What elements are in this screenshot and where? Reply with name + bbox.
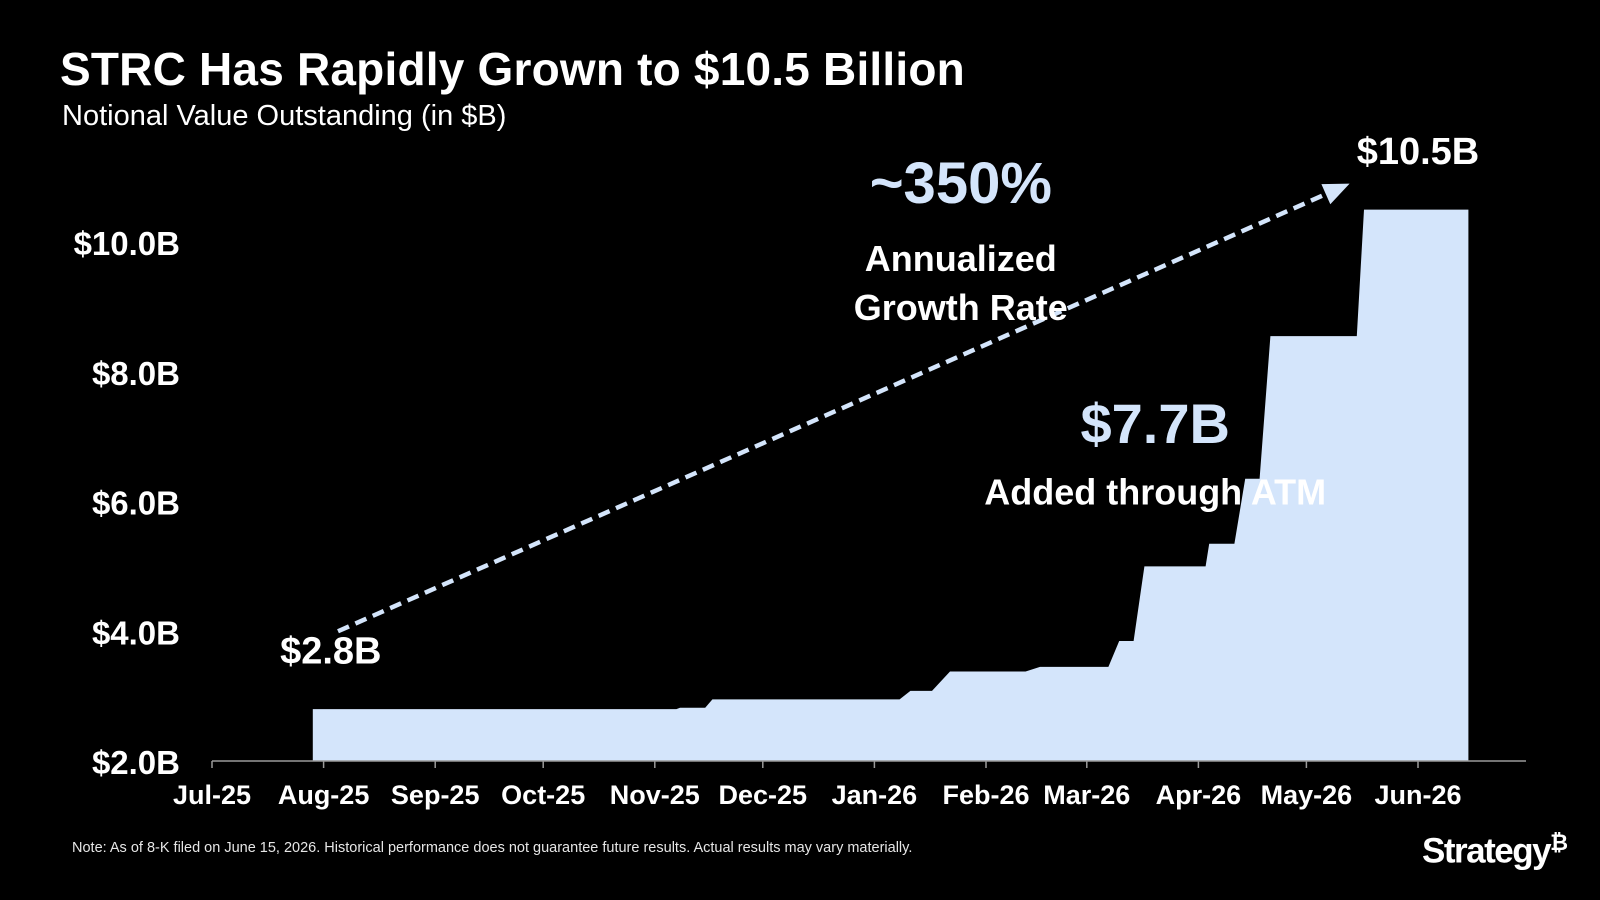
annotation-label: $2.8B xyxy=(280,631,381,673)
chart-title: STRC Has Rapidly Grown to $10.5 Billion xyxy=(60,43,965,95)
y-tick-label: $10.0B xyxy=(74,225,180,262)
x-tick-label: Sep-25 xyxy=(391,780,480,810)
footnote: Note: As of 8-K filed on June 15, 2026. … xyxy=(72,840,913,856)
x-tick-label: Dec-25 xyxy=(719,780,808,810)
x-tick-label: Aug-25 xyxy=(278,780,370,810)
x-tick-label: Mar-26 xyxy=(1043,780,1130,810)
y-tick-label: $6.0B xyxy=(92,485,180,522)
y-tick-label: $4.0B xyxy=(92,614,180,651)
x-tick-label: Feb-26 xyxy=(942,780,1029,810)
y-tick-label: $2.0B xyxy=(92,744,180,781)
x-tick-label: Oct-25 xyxy=(501,780,585,810)
x-tick-label: Jan-26 xyxy=(832,780,918,810)
chart-subtitle: Notional Value Outstanding (in $B) xyxy=(62,100,507,132)
trend-arrow-layer xyxy=(337,183,1350,634)
bitcoin-icon: ₿ xyxy=(1550,830,1568,855)
x-tick-label: May-26 xyxy=(1261,780,1353,810)
logo-text: Strategy xyxy=(1422,831,1552,871)
annotation-label: Growth Rate xyxy=(854,287,1068,328)
annotation-label: Added through ATM xyxy=(984,472,1326,513)
trend-arrow-head xyxy=(1321,183,1350,205)
x-tick-label: Jun-26 xyxy=(1374,780,1461,810)
annotation-label: $7.7B xyxy=(1080,392,1229,455)
axis-layer: Jul-25 Aug-25 Sep-25 Oct-25 Nov-25 Dec-25 Jan-… xyxy=(74,225,1526,810)
strategy-logo: Strategy₿ xyxy=(1422,830,1568,872)
annotation-label: Annualized xyxy=(865,238,1057,279)
trend-arrow-line xyxy=(337,192,1327,634)
x-tick-label: Apr-26 xyxy=(1156,780,1242,810)
annotation-layer: $2.8B $10.5B ~350% Annualized Growth Rate $7.… xyxy=(280,131,1479,673)
annotation-label: $10.5B xyxy=(1357,131,1480,173)
y-tick-label: $8.0B xyxy=(92,355,180,392)
annotation-label: ~350% xyxy=(870,151,1052,216)
area-layer xyxy=(312,209,1469,762)
area-series-0 xyxy=(312,209,1469,762)
x-tick-label: Nov-25 xyxy=(610,780,700,810)
x-tick-label: Jul-25 xyxy=(173,780,251,810)
